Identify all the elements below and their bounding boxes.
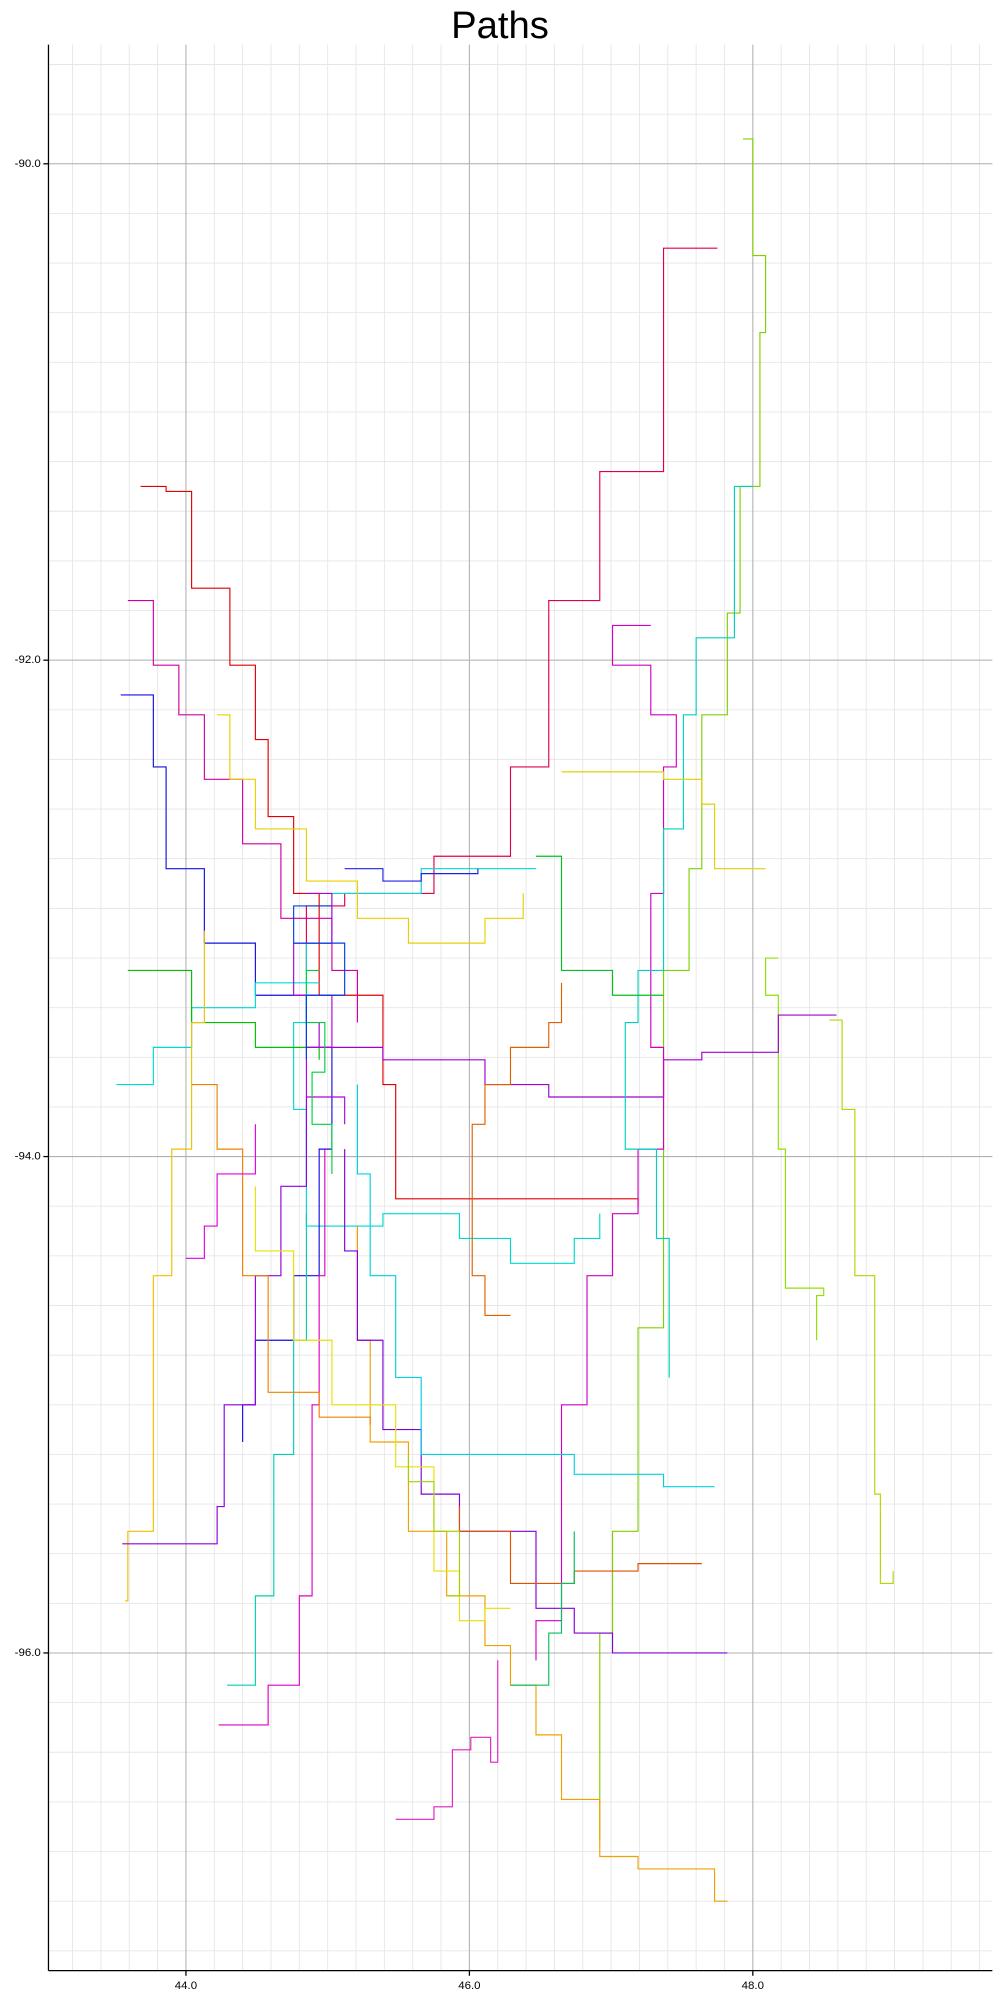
path-line: [829, 1019, 894, 1585]
path-line: [471, 982, 563, 1316]
path-line: [407, 1454, 461, 1597]
path-line: [395, 1660, 499, 1820]
chart-title: Paths: [451, 4, 549, 47]
x-tick-label: 48.0: [742, 1980, 764, 1992]
path-line: [765, 957, 825, 1341]
path-line: [254, 1186, 511, 1622]
path-line: [185, 1124, 256, 1259]
y-tick-label: -96.0: [15, 1647, 41, 1659]
path-line: [510, 1531, 575, 1686]
path-line: [624, 485, 753, 1378]
path-line: [344, 868, 479, 882]
path-line: [217, 714, 524, 944]
x-tick-label: 44.0: [175, 1980, 197, 1992]
path-line: [305, 247, 718, 971]
path-line: [356, 1084, 715, 1488]
path-line: [293, 905, 346, 1060]
path-line: [561, 771, 766, 870]
path-line: [305, 969, 333, 1174]
path-line: [318, 1014, 837, 1098]
path-line: [218, 1149, 326, 1726]
path-line: [191, 1084, 371, 1425]
path-line: [140, 485, 639, 1207]
y-tick-label: -90.0: [15, 158, 41, 170]
path-line: [535, 624, 677, 1661]
path-line: [122, 1097, 307, 1545]
y-tick-label: -94.0: [15, 1151, 41, 1163]
y-tick-label: -92.0: [15, 654, 41, 666]
path-line: [125, 930, 205, 1602]
path-line: [535, 855, 664, 996]
x-tick-label: 46.0: [458, 1980, 480, 1992]
path-line: [344, 1149, 728, 1654]
